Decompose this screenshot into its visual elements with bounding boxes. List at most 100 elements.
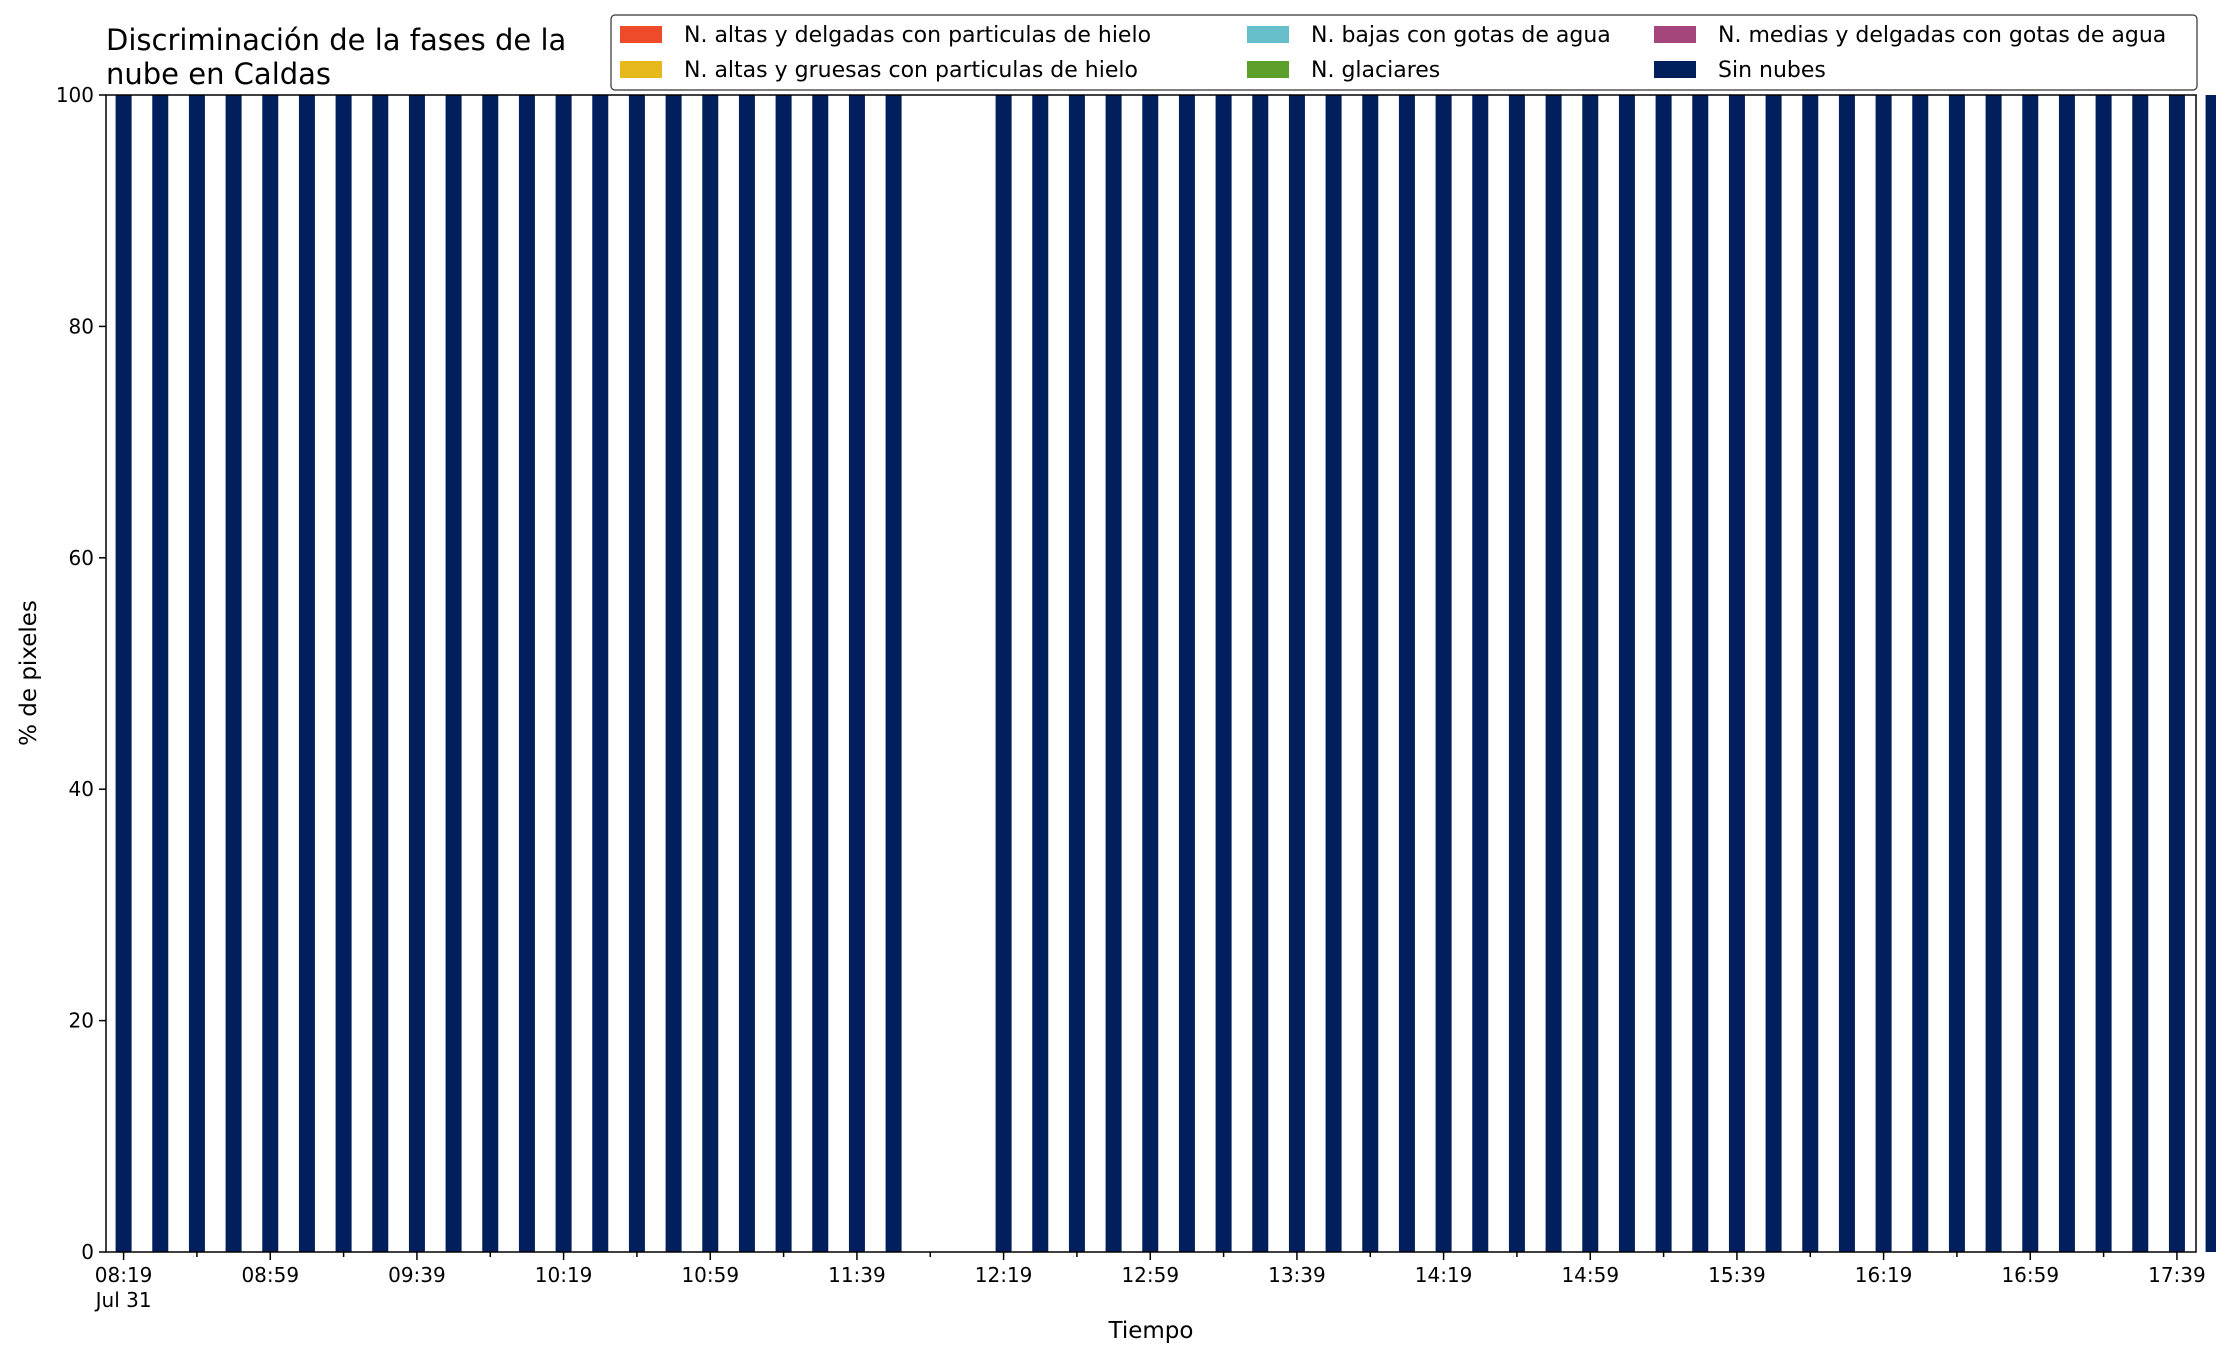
bar-segment-5-8 [408,95,425,1252]
bars [115,95,2216,1252]
bar-segment-5-50 [1948,95,1965,1252]
x-tick-label-8: 13:39 [1268,1263,1326,1287]
bar-segment-5-33 [1325,95,1342,1252]
bar-segment-5-27 [1105,95,1122,1252]
x-tick-label-0: 08:19 [95,1263,153,1287]
x-tick-label-13: 16:59 [2001,1263,2059,1287]
x-date-label: Jul 31 [94,1288,152,1312]
bar-segment-5-31 [1252,95,1269,1252]
bar-segment-5-36 [1435,95,1452,1252]
y-tick-label-0: 0 [81,1240,94,1264]
x-tick-label-14: 17:39 [2148,1263,2206,1287]
bar-segment-5-26 [1068,95,1085,1252]
bar-segment-5-21 [885,95,902,1252]
bar-segment-5-34 [1362,95,1379,1252]
x-tick-label-9: 14:19 [1415,1263,1473,1287]
bar-segment-5-47 [1838,95,1855,1252]
bar-segment-5-14 [628,95,645,1252]
bar-segment-5-32 [1288,95,1305,1252]
bar-segment-5-42 [1655,95,1672,1252]
bar-segment-5-56 [2168,95,2185,1252]
bar-segment-5-12 [555,95,572,1252]
bar-segment-5-49 [1912,95,1929,1252]
bar-segment-5-44 [1728,95,1745,1252]
bar-segment-5-2 [188,95,205,1252]
x-tick-label-10: 14:59 [1561,1263,1619,1287]
bar-segment-5-57 [2205,95,2216,1252]
bar-segment-5-48 [1875,95,1892,1252]
bar-segment-5-53 [2058,95,2075,1252]
bar-segment-5-16 [702,95,719,1252]
legend-label-1: N. altas y gruesas con particulas de hie… [684,58,1138,83]
y-tick-label-100: 100 [56,83,94,107]
legend-label-2: N. bajas con gotas de agua [1311,23,1611,48]
legend-label-3: N. glaciares [1311,58,1440,83]
x-tick-label-6: 12:19 [975,1263,1033,1287]
bar-segment-5-5 [298,95,315,1252]
chart-title-line-1: Discriminación de la fases de la [106,23,566,57]
bar-segment-5-24 [995,95,1012,1252]
bar-segment-5-10 [482,95,499,1252]
bar-segment-5-0 [115,95,132,1252]
bar-segment-5-7 [372,95,389,1252]
bar-segment-5-55 [2132,95,2149,1252]
bar-segment-5-4 [262,95,279,1252]
bar-segment-5-19 [812,95,829,1252]
bar-segment-5-46 [1802,95,1819,1252]
bar-segment-5-45 [1765,95,1782,1252]
bar-segment-5-41 [1618,95,1635,1252]
y-tick-label-80: 80 [69,314,94,338]
bar-segment-5-35 [1398,95,1415,1252]
x-tick-label-5: 11:39 [828,1263,886,1287]
legend: N. altas y delgadas con particulas de hi… [610,14,2198,91]
x-tick-label-1: 08:59 [241,1263,299,1287]
legend-swatch-2 [1247,26,1289,43]
x-tick-label-12: 16:19 [1855,1263,1913,1287]
legend-label-5: Sin nubes [1718,58,1826,83]
legend-swatch-0 [620,26,662,43]
y-axis-label: % de pixeles [16,600,42,746]
x-axis: 08:19 08:59 09:39 10:19 10:59 11:39 12:19 12:59… [94,1252,2206,1312]
bar-segment-5-30 [1215,95,1232,1252]
chart-title-line-2: nube en Caldas [106,57,331,91]
y-tick-label-20: 20 [69,1009,94,1033]
y-tick-label-60: 60 [69,546,94,570]
legend-frame [610,14,2198,91]
bar-segment-5-28 [1142,95,1159,1252]
legend-swatch-4 [1654,26,1696,43]
bar-segment-5-1 [152,95,169,1252]
bar-segment-5-20 [848,95,865,1252]
bar-segment-5-6 [335,95,352,1252]
legend-swatch-3 [1247,61,1289,78]
bar-segment-5-17 [738,95,755,1252]
y-axis: 0 20 40 60 80 100 [56,83,106,1264]
bar-segment-5-15 [665,95,682,1252]
x-tick-label-4: 10:59 [681,1263,739,1287]
legend-swatch-5 [1654,61,1696,78]
bar-segment-5-13 [592,95,609,1252]
bar-segment-5-51 [1985,95,2002,1252]
legend-label-0: N. altas y delgadas con particulas de hi… [684,23,1151,48]
bar-segment-5-25 [1032,95,1049,1252]
x-tick-label-2: 09:39 [388,1263,446,1287]
bar-segment-5-37 [1472,95,1489,1252]
bar-segment-5-40 [1582,95,1599,1252]
x-tick-label-11: 15:39 [1708,1263,1766,1287]
legend-swatch-1 [620,61,662,78]
bar-segment-5-54 [2095,95,2112,1252]
bar-segment-5-39 [1545,95,1562,1252]
legend-label-4: N. medias y delgadas con gotas de agua [1718,23,2166,48]
bar-segment-5-38 [1508,95,1525,1252]
x-tick-label-3: 10:19 [535,1263,593,1287]
bar-segment-5-43 [1692,95,1709,1252]
bar-segment-5-18 [775,95,792,1252]
bar-segment-5-3 [225,95,242,1252]
y-tick-label-40: 40 [69,777,94,801]
bar-segment-5-29 [1178,95,1195,1252]
x-tick-label-7: 12:59 [1121,1263,1179,1287]
bar-segment-5-52 [2022,95,2039,1252]
bar-segment-5-11 [518,95,535,1252]
x-axis-label: Tiempo [1108,1318,1194,1344]
bar-segment-5-9 [445,95,462,1252]
